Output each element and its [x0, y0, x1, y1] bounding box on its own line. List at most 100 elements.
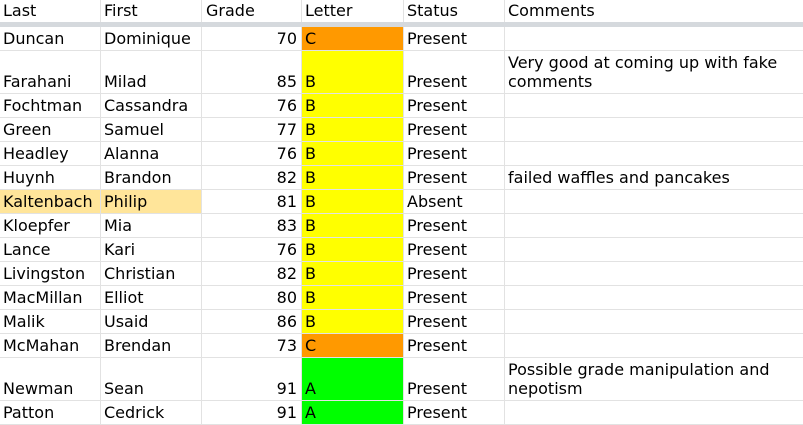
cell-grade[interactable]: 76	[202, 238, 302, 261]
column-header-last[interactable]: Last	[0, 0, 101, 22]
cell-status[interactable]: Present	[404, 94, 505, 117]
cell-last[interactable]: Livingston	[0, 262, 101, 285]
cell-grade[interactable]: 73	[202, 334, 302, 357]
cell-letter[interactable]: B	[302, 51, 404, 93]
column-header-status[interactable]: Status	[404, 0, 505, 22]
cell-last[interactable]: Green	[0, 118, 101, 141]
cell-letter[interactable]: C	[302, 334, 404, 357]
cell-comments[interactable]: Very good at coming up with fake comment…	[505, 51, 803, 93]
cell-first[interactable]: Alanna	[101, 142, 202, 165]
comment-text: Possible grade manipulation and nepotism	[508, 360, 770, 398]
cell-comments[interactable]	[505, 238, 803, 261]
cell-comments[interactable]: failed waffles and pancakes	[508, 168, 730, 187]
cell-comments[interactable]	[505, 286, 803, 309]
cell-status[interactable]: Present	[404, 310, 505, 333]
cell-status[interactable]: Present	[404, 118, 505, 141]
cell-first[interactable]: Elliot	[101, 286, 202, 309]
cell-last[interactable]: Newman	[0, 358, 101, 400]
table-row: Livingston Christian 82 B Present	[0, 262, 803, 286]
cell-grade[interactable]: 83	[202, 214, 302, 237]
cell-letter[interactable]: C	[302, 27, 404, 50]
cell-first[interactable]: Cassandra	[101, 94, 202, 117]
cell-grade[interactable]: 82	[202, 262, 302, 285]
cell-comments[interactable]	[505, 142, 803, 165]
cell-status[interactable]: Present	[404, 51, 505, 93]
cell-status[interactable]: Present	[404, 142, 505, 165]
cell-comments[interactable]: Possible grade manipulation and nepotism	[505, 358, 803, 400]
cell-last[interactable]: Duncan	[0, 27, 101, 50]
cell-last[interactable]: Malik	[0, 310, 101, 333]
cell-grade[interactable]: 91	[202, 358, 302, 400]
cell-grade[interactable]: 80	[202, 286, 302, 309]
cell-first[interactable]: Cedrick	[101, 401, 202, 424]
cell-status[interactable]: Present	[404, 214, 505, 237]
cell-grade[interactable]: 81	[202, 190, 302, 213]
cell-status[interactable]: Present	[404, 286, 505, 309]
cell-comments[interactable]	[505, 94, 803, 117]
cell-last[interactable]: Kloepfer	[0, 214, 101, 237]
cell-letter[interactable]: B	[302, 286, 404, 309]
cell-comments[interactable]	[505, 334, 803, 357]
table-row: Patton Cedrick 91 A Present	[0, 401, 803, 425]
cell-first[interactable]: Kari	[101, 238, 202, 261]
cell-last[interactable]: Kaltenbach	[0, 190, 101, 213]
cell-grade[interactable]: 91	[202, 401, 302, 424]
cell-letter[interactable]: B	[302, 166, 404, 189]
cell-comments[interactable]	[505, 118, 803, 141]
cell-status[interactable]: Present	[404, 358, 505, 400]
cell-status[interactable]: Present	[404, 334, 505, 357]
cell-first[interactable]: Samuel	[101, 118, 202, 141]
cell-letter[interactable]: A	[302, 401, 404, 424]
cell-letter[interactable]: B	[302, 118, 404, 141]
cell-last[interactable]: Huynh	[0, 166, 101, 189]
table-row: Headley Alanna 76 B Present	[0, 142, 803, 166]
cell-first[interactable]: Usaid	[101, 310, 202, 333]
cell-last[interactable]: MacMillan	[0, 286, 101, 309]
cell-first[interactable]: Sean	[101, 358, 202, 400]
cell-first[interactable]: Philip	[101, 190, 202, 213]
cell-grade[interactable]: 82	[202, 166, 302, 189]
cell-last[interactable]: Lance	[0, 238, 101, 261]
cell-letter[interactable]: B	[302, 94, 404, 117]
cell-letter[interactable]: B	[302, 190, 404, 213]
column-header-first[interactable]: First	[101, 0, 202, 22]
cell-letter[interactable]: B	[302, 142, 404, 165]
cell-letter[interactable]: B	[302, 214, 404, 237]
cell-letter[interactable]: A	[302, 358, 404, 400]
cell-grade[interactable]: 76	[202, 142, 302, 165]
cell-comments[interactable]	[505, 190, 803, 213]
cell-status[interactable]: Present	[404, 262, 505, 285]
cell-first[interactable]: Brendan	[101, 334, 202, 357]
cell-status[interactable]: Present	[404, 401, 505, 424]
cell-status[interactable]: Absent	[404, 190, 505, 213]
cell-status[interactable]: Present	[404, 166, 505, 189]
cell-letter[interactable]: B	[302, 238, 404, 261]
cell-last[interactable]: Headley	[0, 142, 101, 165]
cell-grade[interactable]: 77	[202, 118, 302, 141]
cell-last[interactable]: Farahani	[0, 51, 101, 93]
cell-first[interactable]: Brandon	[101, 166, 202, 189]
cell-comments[interactable]	[505, 310, 803, 333]
cell-comments[interactable]	[505, 262, 803, 285]
cell-last[interactable]: Fochtman	[0, 94, 101, 117]
cell-comments[interactable]	[505, 214, 803, 237]
cell-first[interactable]: Christian	[101, 262, 202, 285]
cell-letter[interactable]: B	[302, 310, 404, 333]
cell-last[interactable]: McMahan	[0, 334, 101, 357]
cell-last[interactable]: Patton	[0, 401, 101, 424]
cell-first[interactable]: Dominique	[101, 27, 202, 50]
cell-grade[interactable]: 76	[202, 94, 302, 117]
cell-first[interactable]: Milad	[101, 51, 202, 93]
cell-comments[interactable]	[505, 27, 803, 50]
cell-status[interactable]: Present	[404, 238, 505, 261]
cell-first[interactable]: Mia	[101, 214, 202, 237]
column-header-grade[interactable]: Grade	[202, 0, 302, 22]
column-header-comments[interactable]: Comments	[508, 1, 595, 20]
cell-grade[interactable]: 86	[202, 310, 302, 333]
cell-grade[interactable]: 70	[202, 27, 302, 50]
cell-comments[interactable]	[505, 401, 803, 424]
cell-letter[interactable]: B	[302, 262, 404, 285]
column-header-letter[interactable]: Letter	[302, 0, 404, 22]
cell-status[interactable]: Present	[404, 27, 505, 50]
cell-grade[interactable]: 85	[202, 51, 302, 93]
